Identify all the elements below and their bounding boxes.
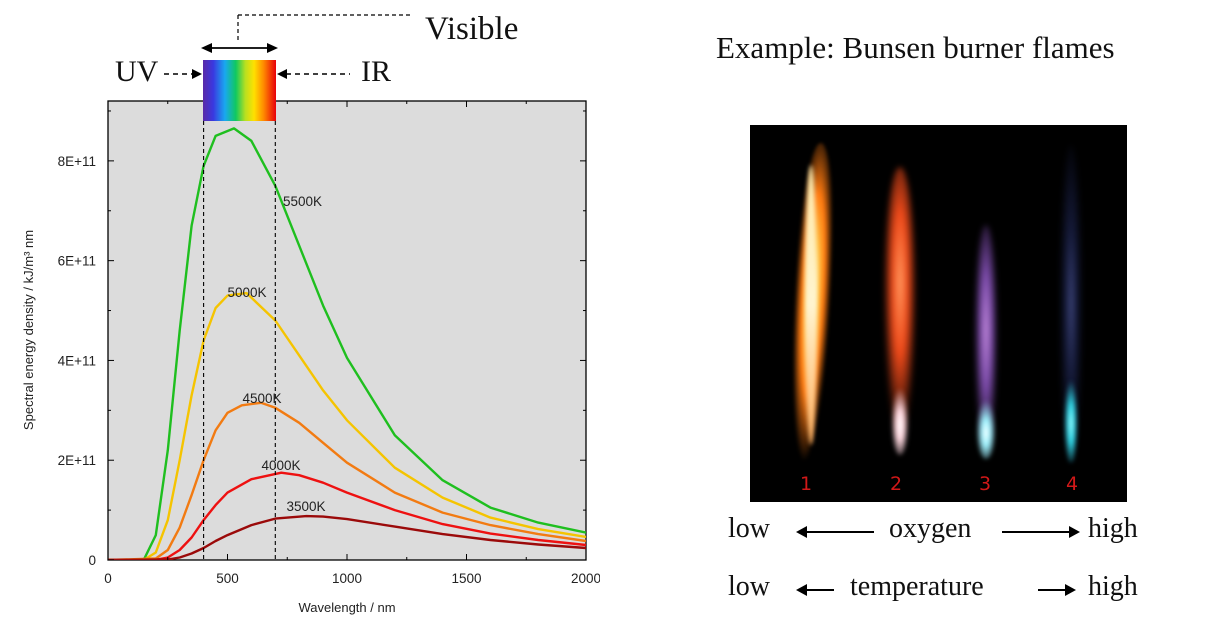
oxygen-scale: low oxygen high — [728, 513, 1148, 549]
visible-arrowhead-right — [267, 43, 278, 53]
x-tick-label: 2000 — [571, 571, 600, 586]
oxygen-low-label: low — [728, 513, 770, 544]
x-tick-label: 1500 — [451, 571, 481, 586]
ir-arrowhead — [277, 69, 287, 79]
x-tick-label: 500 — [216, 571, 239, 586]
temperature-middle-label: temperature — [850, 571, 984, 602]
temperature-low-label: low — [728, 571, 770, 602]
series-label-4500K: 4500K — [242, 391, 281, 406]
series-label-4000K: 4000K — [261, 458, 300, 473]
series-label-5000K: 5000K — [227, 285, 266, 300]
y-tick-label: 8E+11 — [58, 154, 96, 169]
series-label-3500K: 3500K — [286, 499, 325, 514]
x-tick-label: 1000 — [332, 571, 362, 586]
flame-3-core — [976, 393, 996, 459]
y-tick-label: 6E+11 — [58, 254, 96, 269]
y-tick-label: 4E+11 — [58, 353, 96, 368]
oxygen-left-arrow — [796, 526, 874, 538]
x-tick-label: 0 — [104, 571, 112, 586]
plot-area — [107, 100, 587, 561]
example-title: Example: Bunsen burner flames — [716, 30, 1115, 65]
flame-number-4: 4 — [1066, 473, 1079, 495]
visible-label: Visible — [425, 11, 518, 47]
series-line-5500K — [108, 127, 586, 560]
flame-1-core — [805, 165, 817, 445]
flame-4-core — [1064, 375, 1078, 463]
visible-arrowhead-left — [201, 43, 212, 53]
series-line-3500K — [108, 514, 586, 560]
temperature-scale: low temperature high — [728, 571, 1148, 607]
blackbody-chart: 0 500 1000 1500 2000 0 2E+11 4E+11 6E+11 8E+11 55… — [21, 11, 600, 615]
uv-label: UV — [115, 55, 159, 88]
series-line-4500K — [108, 401, 586, 560]
temperature-high-label: high — [1088, 571, 1138, 602]
temperature-left-arrow — [796, 584, 834, 596]
y-tick-label: 0 — [88, 553, 96, 568]
temperature-right-arrow — [1038, 584, 1076, 596]
series-line-4000K — [108, 471, 586, 560]
flame-number-3: 3 — [979, 473, 992, 495]
x-axis-label: Wavelength / nm — [298, 600, 395, 615]
flame-number-1: 1 — [800, 473, 813, 495]
ir-label: IR — [361, 55, 391, 88]
spectrum-bar — [203, 60, 276, 121]
y-axis-label: Spectral energy density / kJ/m³ nm — [21, 230, 36, 430]
bunsen-flames-photo: 1 2 3 4 — [750, 125, 1127, 502]
oxygen-high-label: high — [1088, 513, 1138, 544]
flame-number-2: 2 — [890, 473, 903, 495]
y-tick-label: 2E+11 — [58, 453, 96, 468]
oxygen-middle-label: oxygen — [889, 513, 972, 544]
oxygen-right-arrow — [1002, 526, 1080, 538]
flame-2-core — [891, 380, 909, 455]
series-label-5500K: 5500K — [283, 194, 322, 209]
series-line-5000K — [108, 291, 586, 560]
uv-arrowhead — [192, 69, 202, 79]
